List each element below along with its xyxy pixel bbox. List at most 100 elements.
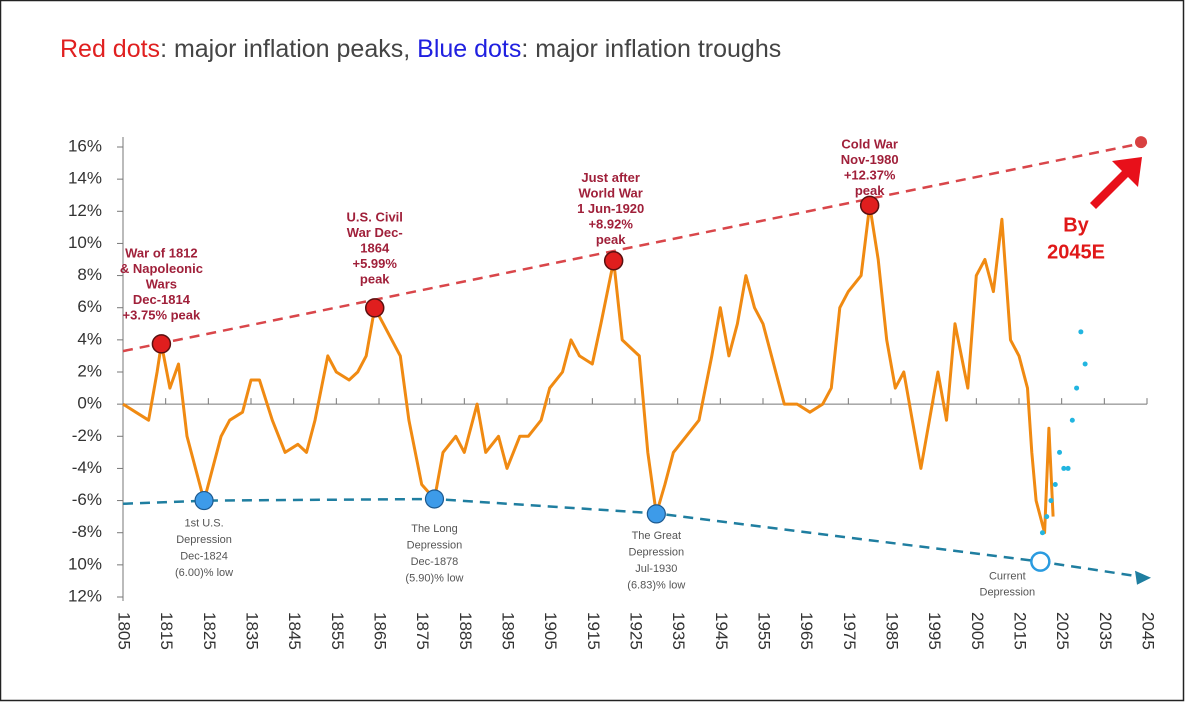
peak-dot [364, 298, 385, 318]
x-tick-label: 2015 [1011, 612, 1030, 650]
trough-label: The Great [632, 530, 682, 542]
peak-label: U.S. Civil [347, 209, 403, 224]
peak-label: World War [579, 186, 643, 201]
x-tick-label: 1975 [840, 612, 859, 650]
x-tick-label: 1955 [755, 612, 774, 650]
title-part: : major inflation troughs [521, 35, 781, 63]
trough-label: Jul-1930 [635, 563, 677, 575]
y-tick-label: 16% [68, 136, 102, 155]
y-tick-label: 4% [77, 329, 102, 348]
y-tick-label: 14% [68, 169, 102, 188]
peak-label: +5.99% [353, 256, 398, 271]
peak-label: Nov-1980 [841, 152, 899, 167]
x-tick-label: 1985 [883, 612, 902, 650]
title-part: Blue dots [417, 35, 521, 63]
y-tick-label: 6% [77, 297, 102, 316]
trough-dot [646, 504, 666, 524]
trough-label: Dec-1824 [180, 550, 228, 562]
chart-title: Red dots: major inflation peaks, Blue do… [60, 35, 781, 63]
projection-dot [1078, 329, 1084, 335]
projection-dot [1061, 465, 1067, 471]
x-tick-label: 1805 [115, 612, 134, 650]
projection-dot [1074, 385, 1080, 391]
peak-label: +12.37% [844, 167, 896, 182]
peak-label: Cold War [841, 136, 898, 151]
peak-trend-line [122, 140, 1148, 353]
x-tick-label: 1845 [285, 612, 304, 650]
projection-dot [1039, 530, 1045, 536]
trough-label: Depression [176, 534, 232, 546]
y-tick-label: -8% [72, 522, 102, 541]
x-tick-label: 1965 [797, 612, 816, 650]
projection-dot [1052, 482, 1058, 487]
x-tick-label: 1835 [243, 612, 262, 650]
forecast-dot [1135, 136, 1147, 149]
peak-label: peak [596, 232, 626, 247]
peak-label: War Dec- [347, 225, 403, 240]
trough-label: Depression [629, 546, 685, 558]
projection-dot [1065, 465, 1071, 471]
x-tick-label: 1815 [157, 612, 176, 650]
x-tick-label: 1995 [925, 612, 944, 650]
peak-label: 1864 [360, 240, 390, 255]
peak-label: & Napoleonic [120, 261, 203, 276]
peak-label: War of 1812 [125, 245, 198, 260]
trough-label: (6.83)% low [627, 579, 685, 591]
x-tick-label: 2045 [1139, 612, 1158, 650]
current-label: Depression [980, 587, 1036, 599]
trough-trend-arrow [1135, 570, 1151, 585]
x-tick-label: 1825 [200, 612, 219, 650]
forecast-label: 2045E [1047, 241, 1105, 263]
x-tick-label: 1885 [456, 612, 475, 650]
y-tick-label: 10% [68, 233, 102, 252]
y-tick-label: -4% [72, 458, 102, 477]
trough-trend-line [122, 497, 1148, 579]
peak-dot [151, 334, 172, 354]
peak-label: Just after [581, 170, 640, 185]
peak-label: 1 Jun-1920 [577, 201, 644, 216]
current-label: Current [989, 571, 1026, 583]
y-tick-label: 10% [68, 554, 102, 573]
trough-label: (5.90)% low [405, 572, 463, 584]
trough-label: The Long [411, 523, 457, 535]
x-tick-label: 1915 [584, 612, 603, 650]
current-dot [1030, 551, 1051, 572]
x-tick-label: 1865 [371, 612, 390, 650]
x-tick-label: 2005 [968, 612, 987, 650]
peak-label: peak [360, 271, 390, 286]
y-tick-label: 0% [77, 394, 102, 413]
x-tick-label: 2025 [1053, 612, 1072, 650]
peak-label: +3.75% peak [123, 307, 201, 322]
peak-dot [603, 251, 624, 271]
projection-dot [1057, 449, 1063, 455]
projection-dot [1082, 361, 1088, 367]
trough-label: Depression [407, 539, 463, 551]
x-tick-label: 1945 [712, 612, 731, 650]
x-tick-label: 1875 [413, 612, 432, 650]
x-tick-label: 1935 [669, 612, 688, 650]
y-tick-label: 2% [77, 361, 102, 380]
title-part: Red dots [60, 35, 160, 63]
x-tick-label: 1895 [499, 612, 518, 650]
x-tick-label: 1925 [627, 612, 646, 650]
title-part: : major inflation peaks, [160, 35, 417, 63]
trough-label: (6.00)% low [175, 567, 233, 579]
peak-label: peak [855, 183, 885, 198]
x-tick-label: 1855 [328, 612, 347, 650]
y-tick-label: -6% [72, 490, 102, 509]
peak-label: Wars [146, 276, 177, 291]
x-tick-label: 2035 [1096, 612, 1115, 650]
peak-dot [859, 195, 880, 216]
projection-dot [1048, 498, 1054, 504]
trough-label: 1st U.S. [185, 517, 224, 529]
x-tick-label: 1905 [541, 612, 560, 650]
trough-label: Dec-1878 [411, 556, 459, 568]
projection-dot [1044, 514, 1050, 520]
y-tick-label: 12% [68, 586, 102, 605]
forecast-label: By [1063, 214, 1089, 236]
projection-dot [1069, 417, 1075, 423]
y-tick-label: 8% [77, 265, 102, 284]
trough-dot [424, 489, 445, 509]
